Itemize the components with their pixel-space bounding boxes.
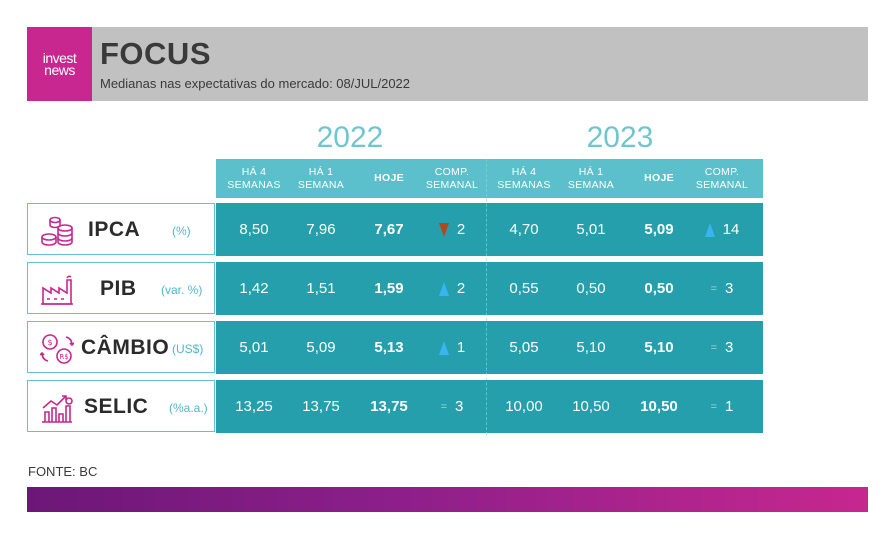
col-ha4-2022: HÁ 4 SEMANAS [227, 165, 281, 191]
comp-weeks: 3 [455, 398, 464, 415]
coins-icon [40, 215, 74, 247]
trend-up-icon [704, 222, 715, 237]
currency-exchange-icon: $ R$ [39, 333, 75, 365]
page-subtitle: Medianas nas expectativas do mercado: 08… [100, 76, 411, 91]
indicator-unit: (%a.a.) [169, 401, 208, 415]
col-ha1-2023: HÁ 1 SEMANA [567, 165, 615, 191]
cell-ha4-y2023: 0,55 [509, 280, 539, 297]
cell-ha1-y2023: 0,50 [576, 280, 606, 297]
cell-hoje-y2023: 5,09 [644, 221, 674, 238]
page-title: FOCUS [100, 36, 211, 71]
comp-weeks: 1 [456, 339, 466, 356]
row-label-ipca: IPCA (%) [27, 203, 215, 255]
trend-equal-icon: = [440, 400, 448, 413]
cell-ha1-y2023: 10,50 [572, 398, 610, 415]
indicator-unit: (%) [172, 224, 191, 238]
cell-ha1-y2023: 5,01 [576, 221, 606, 238]
cell-comp-y2022: 1 [417, 321, 487, 374]
col-comp-2023: COMP. SEMANAL [695, 165, 749, 191]
cell-ha4-y2022: 1,42 [239, 280, 269, 297]
indicator-name: IPCA [88, 218, 141, 241]
comp-weeks: 2 [456, 280, 466, 297]
year-2022-heading: 2022 [316, 121, 384, 154]
comp-weeks: 3 [725, 280, 734, 297]
row-data-cambio: 5,01 5,09 5,13 1 5,05 5,10 5,10 = 3 [216, 321, 763, 374]
logo-line1: invest [42, 50, 77, 66]
cell-hoje-y2023: 0,50 [644, 280, 674, 297]
indicator-unit: (var. %) [161, 283, 203, 297]
cell-comp-y2022: 2 [417, 262, 487, 315]
cell-hoje-y2022: 1,59 [374, 280, 404, 297]
footer-gradient-bar [27, 487, 868, 512]
svg-text:R$: R$ [59, 353, 68, 361]
trend-equal-icon: = [710, 400, 718, 413]
col-comp-2022: COMP. SEMANAL [425, 165, 479, 191]
cell-ha4-y2022: 5,01 [239, 339, 269, 356]
source-note: FONTE: BC [28, 464, 98, 479]
indicator-unit: (US$) [172, 342, 204, 356]
cell-ha1-y2022: 5,09 [306, 339, 336, 356]
indicator-name: SELIC [84, 395, 149, 418]
comp-weeks: 1 [725, 398, 734, 415]
cell-comp-y2022: 2 [417, 203, 487, 256]
cell-ha4-y2023: 10,00 [505, 398, 543, 415]
cell-ha4-y2023: 4,70 [509, 221, 539, 238]
col-hoje-2022: HOJE [374, 172, 404, 184]
trend-down-icon [438, 222, 449, 237]
row-label-cambio: $ R$ CÂMBIO (US$) [27, 321, 215, 373]
row-data-pib: 1,42 1,51 1,59 2 0,55 0,50 0,50 = 3 [216, 262, 763, 315]
cell-hoje-y2023: 5,10 [644, 339, 674, 356]
comp-weeks: 14 [722, 221, 740, 238]
cell-hoje-y2022: 5,13 [374, 339, 404, 356]
cell-comp-y2023: 14 [687, 203, 757, 256]
indicator-name: CÂMBIO [81, 336, 170, 359]
cell-ha1-y2022: 7,96 [306, 221, 336, 238]
cell-hoje-y2022: 7,67 [374, 221, 404, 238]
indicator-name: PIB [100, 277, 137, 300]
row-label-pib: PIB (var. %) [27, 262, 215, 314]
trend-up-icon [438, 281, 449, 296]
cell-ha4-y2023: 5,05 [509, 339, 539, 356]
col-ha4-2023: HÁ 4 SEMANAS [497, 165, 551, 191]
cell-ha4-y2022: 13,25 [235, 398, 273, 415]
factory-icon [40, 274, 74, 306]
row-data-selic: 13,25 13,75 13,75 = 3 10,00 10,50 10,50 = 1 [216, 380, 763, 433]
cell-ha1-y2023: 5,10 [576, 339, 606, 356]
year-divider [486, 159, 487, 435]
row-data-ipca: 8,50 7,96 7,67 2 4,70 5,01 5,09 14 [216, 203, 763, 256]
rate-chart-icon [40, 392, 74, 424]
comp-weeks: 3 [725, 339, 734, 356]
cell-hoje-y2023: 10,50 [640, 398, 678, 415]
cell-comp-y2023: = 3 [687, 321, 757, 374]
cell-ha1-y2022: 1,51 [306, 280, 336, 297]
cell-comp-y2023: = 3 [687, 262, 757, 315]
cell-ha1-y2022: 13,75 [302, 398, 340, 415]
cell-comp-y2022: = 3 [417, 380, 487, 433]
comp-weeks: 2 [456, 221, 466, 238]
logo-line2: news [44, 62, 75, 78]
header-banner: invest news FOCUS Medianas nas expectati… [27, 27, 868, 101]
col-ha1-2022: HÁ 1 SEMANA [297, 165, 345, 191]
trend-up-icon [438, 340, 449, 355]
trend-equal-icon: = [710, 341, 718, 354]
col-hoje-2023: HOJE [644, 172, 674, 184]
cell-ha4-y2022: 8,50 [239, 221, 269, 238]
trend-equal-icon: = [710, 282, 718, 295]
svg-text:$: $ [47, 338, 52, 347]
cell-comp-y2023: = 1 [687, 380, 757, 433]
cell-hoje-y2022: 13,75 [370, 398, 408, 415]
investnews-logo: invest news [27, 27, 92, 101]
row-label-selic: SELIC (%a.a.) [27, 380, 215, 432]
column-header-bar: HÁ 4 SEMANAS HÁ 1 SEMANA HOJE COMP. SEMANAL… [216, 159, 763, 198]
year-2023-heading: 2023 [586, 121, 654, 154]
